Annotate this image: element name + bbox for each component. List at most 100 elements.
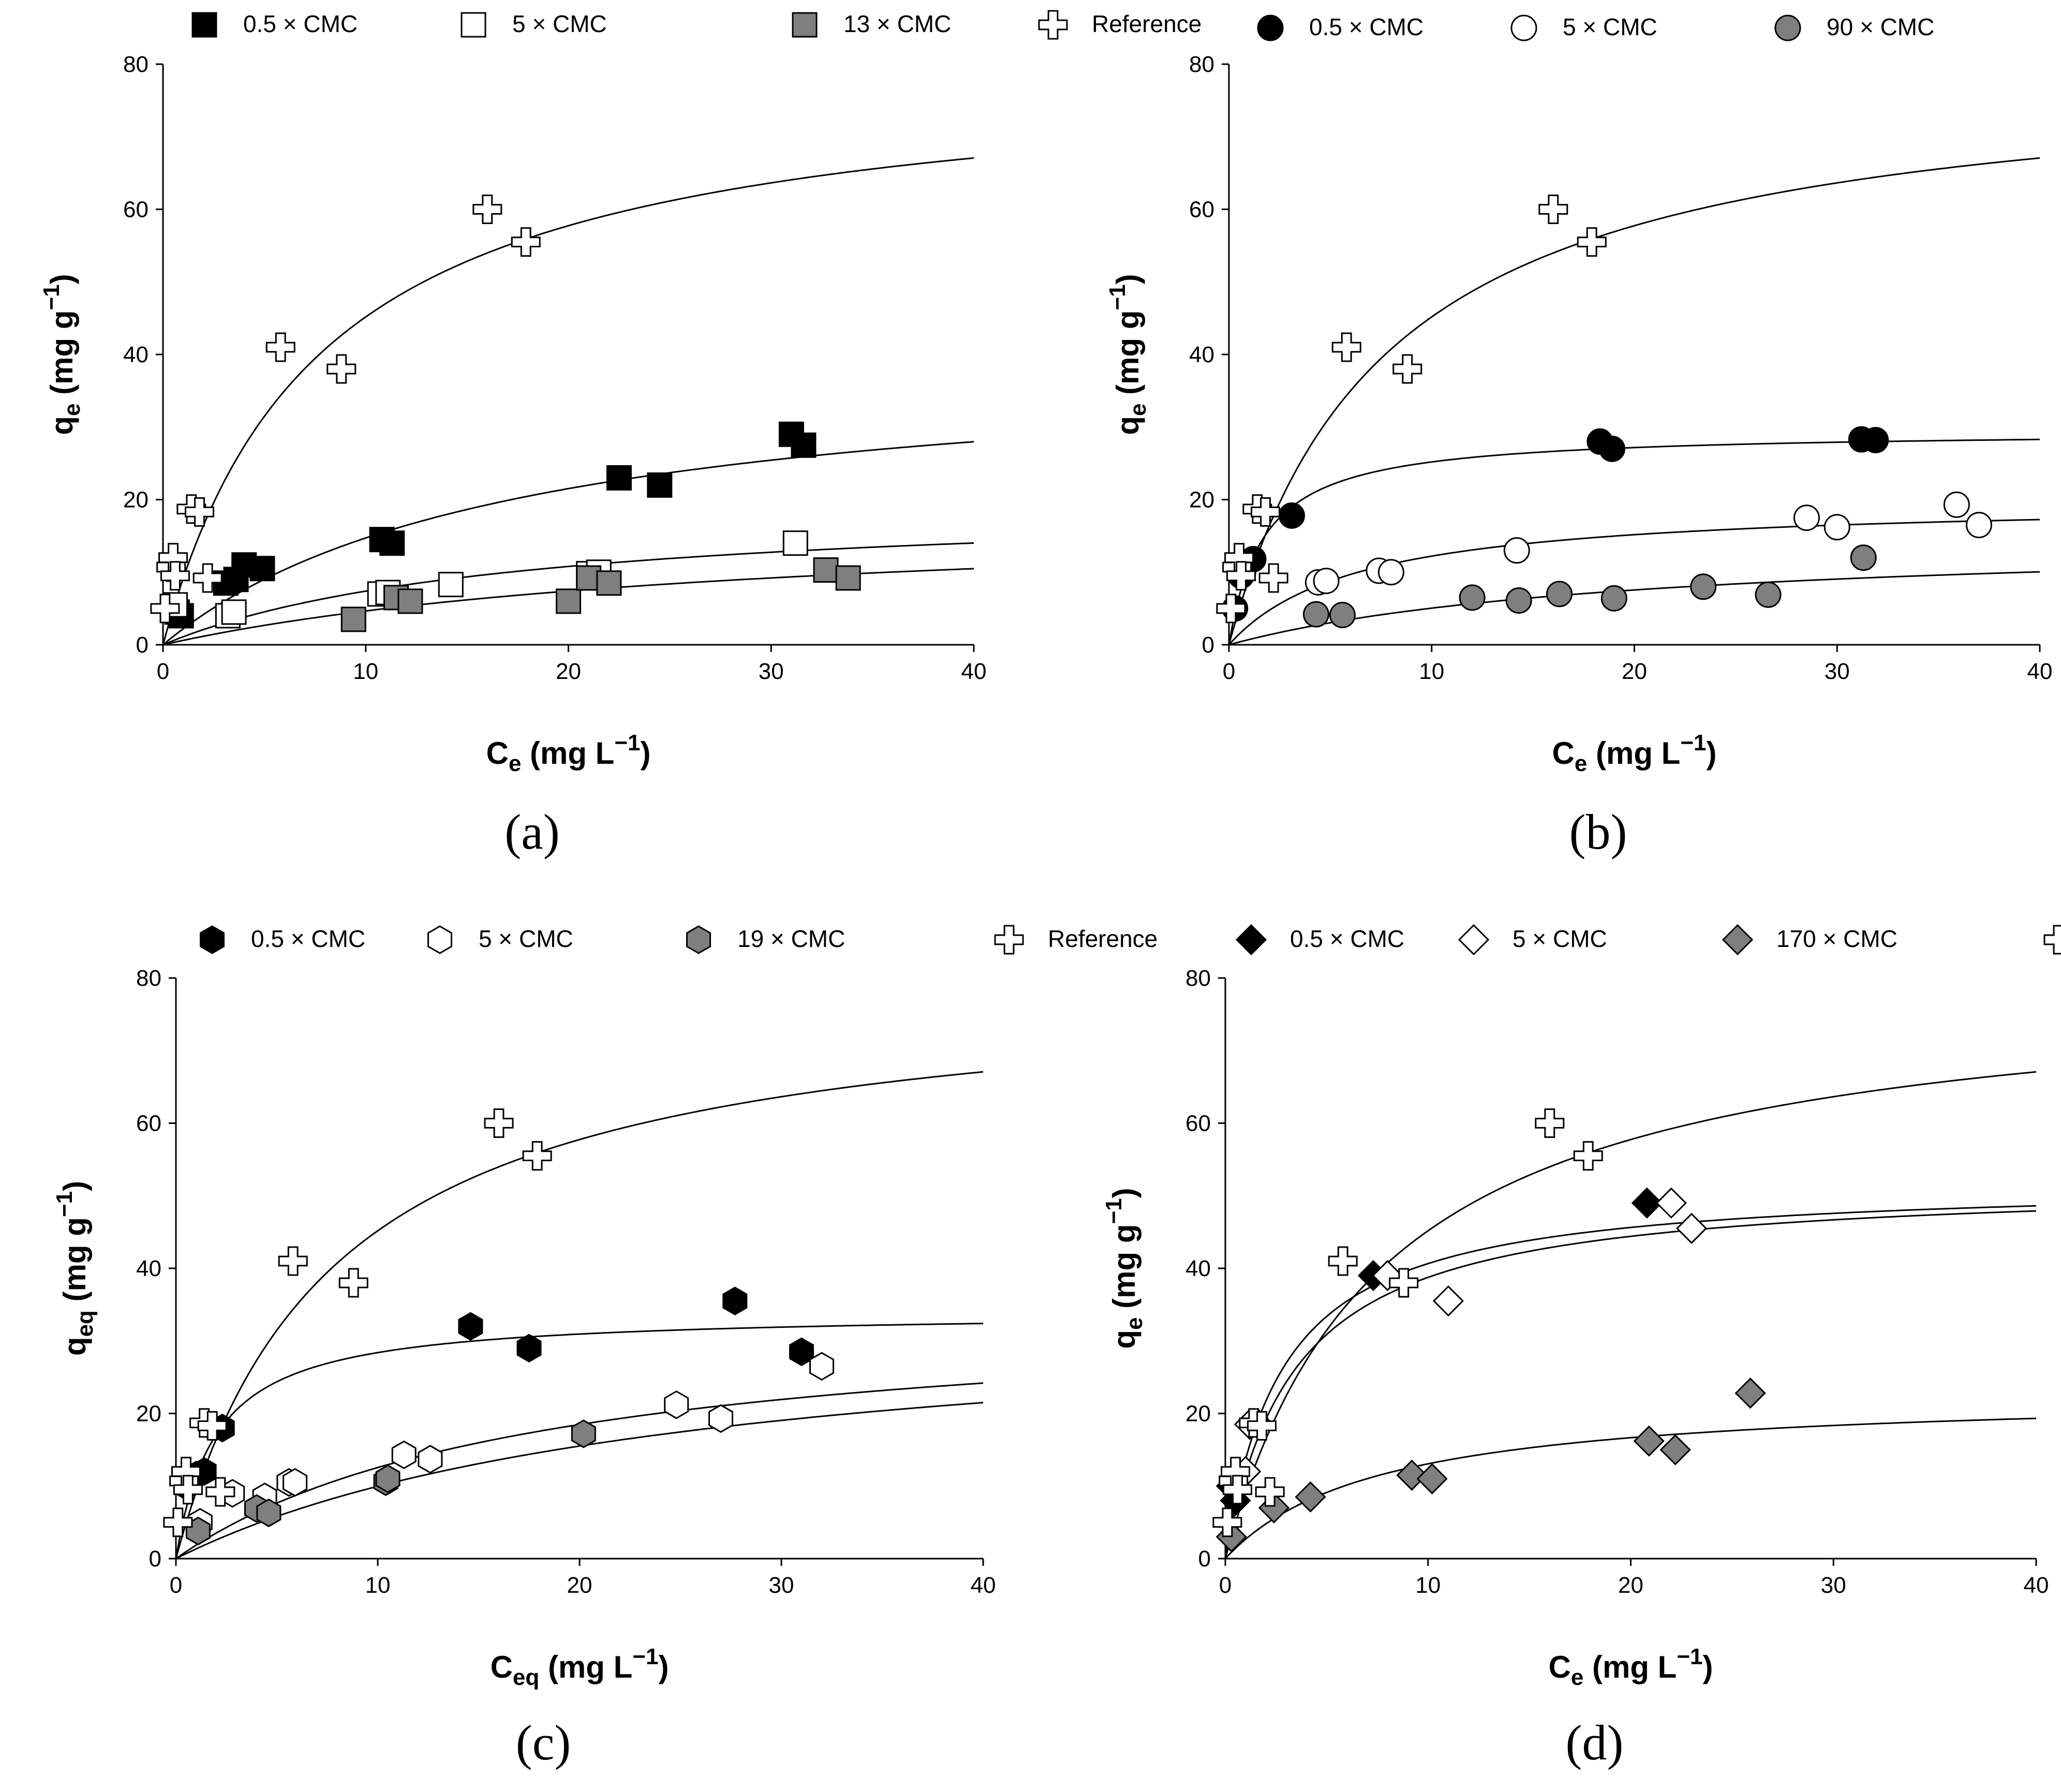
data-point-series-4 xyxy=(1251,497,1281,527)
data-point-series-4 xyxy=(160,561,190,591)
data-point-series-2 xyxy=(418,1445,443,1474)
data-point-series-4 xyxy=(192,563,223,593)
legend-label-2: 5 × CMC xyxy=(1563,13,1657,40)
data-point-series-3 xyxy=(256,1498,281,1528)
data-point-series-3 xyxy=(1633,1425,1665,1457)
x-tick-label: 20 xyxy=(567,1573,592,1598)
data-point-series-3 xyxy=(571,1419,596,1448)
data-point-series-1 xyxy=(458,1312,483,1341)
data-point-series-1 xyxy=(606,465,632,491)
x-tick-label: 20 xyxy=(1618,1573,1643,1598)
data-point-series-1 xyxy=(1631,1187,1663,1219)
data-point-series-3 xyxy=(1690,573,1717,600)
x-tick-label: 0 xyxy=(1219,1573,1232,1598)
x-tick-label: 30 xyxy=(759,659,784,684)
fit-curve-1 xyxy=(1224,1205,2037,1559)
data-point-series-4 xyxy=(472,195,502,224)
chart-panel-a: 0 10 20 30 40 0 20 40 60 80 Ce (mg L−1) qe (mg g−1)… xyxy=(39,10,1202,860)
y-tick-label: 60 xyxy=(1189,197,1214,223)
data-point-series-3 xyxy=(1850,544,1877,571)
legend-label-3: 170 × CMC xyxy=(1776,925,1897,952)
legend-marker-2 xyxy=(1510,14,1537,41)
x-tick-label: 30 xyxy=(769,1573,794,1598)
x-axis-label: Ce (mg L−1) xyxy=(486,730,651,776)
fit-curve-4 xyxy=(1228,157,2040,645)
y-tick-label: 80 xyxy=(1189,52,1214,77)
data-point-series-4 xyxy=(150,594,180,624)
data-point-series-1 xyxy=(516,1334,542,1363)
data-point-series-4 xyxy=(1331,332,1361,362)
data-point-series-4 xyxy=(338,1268,368,1298)
data-point-series-2 xyxy=(1965,512,1992,539)
data-point-series-4 xyxy=(1226,561,1256,591)
fit-curve-4 xyxy=(175,1071,984,1559)
legend-marker-1 xyxy=(1257,14,1284,41)
y-tick-label: 20 xyxy=(136,1401,161,1427)
data-point-series-4 xyxy=(484,1108,514,1138)
data-point-series-2 xyxy=(1313,568,1340,595)
data-point-series-3 xyxy=(340,606,366,632)
data-point-series-2 xyxy=(1503,537,1530,564)
data-point-series-4 xyxy=(1573,1141,1603,1171)
data-point-series-2 xyxy=(1823,514,1850,541)
data-point-series-3 xyxy=(1416,1463,1448,1494)
legend-marker-1 xyxy=(191,12,217,38)
data-point-series-2 xyxy=(283,1468,308,1497)
legend-marker-4 xyxy=(994,925,1024,955)
fit-curve-2 xyxy=(1224,1210,2037,1559)
y-tick-label: 40 xyxy=(1185,1256,1211,1281)
data-point-series-1 xyxy=(1862,426,1889,453)
data-point-series-2 xyxy=(1432,1285,1464,1317)
fit-curve-3 xyxy=(175,1402,984,1560)
x-tick-label: 0 xyxy=(1223,659,1235,684)
fit-curve-3 xyxy=(1228,571,2040,646)
x-tick-label: 40 xyxy=(2024,1573,2049,1598)
data-point-series-4 xyxy=(1392,354,1422,384)
legend-label-1: 0.5 × CMC xyxy=(243,10,358,37)
legend-marker-2 xyxy=(427,925,452,954)
fit-curve-2 xyxy=(162,542,974,646)
legend-label-3: 90 × CMC xyxy=(1827,13,1934,40)
data-point-series-3 xyxy=(1546,581,1573,608)
legend-label-1: 0.5 × CMC xyxy=(1309,13,1424,40)
data-point-series-4 xyxy=(173,1475,203,1505)
legend-marker-2 xyxy=(1458,924,1490,956)
legend-label-4: Reference xyxy=(1092,10,1202,37)
y-axis-label: qe (mg g−1) xyxy=(1105,274,1151,435)
data-point-series-3 xyxy=(813,557,839,583)
data-point-series-4 xyxy=(327,354,357,384)
data-point-series-4 xyxy=(265,332,295,362)
y-tick-label: 0 xyxy=(136,632,149,658)
legend-label-3: 13 × CMC xyxy=(843,10,951,37)
panel-label: (a) xyxy=(505,804,560,860)
data-point-series-3 xyxy=(1295,1481,1326,1513)
fit-curve-1 xyxy=(1228,438,2040,645)
y-tick-label: 40 xyxy=(123,342,149,367)
legend-marker-2 xyxy=(461,12,486,38)
data-point-series-4 xyxy=(205,1477,235,1507)
x-tick-label: 20 xyxy=(556,659,581,684)
data-point-series-3 xyxy=(1505,587,1532,614)
data-point-series-4 xyxy=(185,497,215,527)
data-point-series-1 xyxy=(722,1286,748,1315)
x-tick-label: 40 xyxy=(2027,659,2053,684)
x-tick-label: 10 xyxy=(353,659,378,684)
legend-marker-3 xyxy=(1722,924,1754,956)
data-point-series-4 xyxy=(1247,1411,1277,1441)
y-tick-label: 40 xyxy=(1189,342,1214,367)
legend-marker-3 xyxy=(686,925,711,954)
fit-curve-1 xyxy=(162,441,974,646)
legend-label-1: 0.5 × CMC xyxy=(251,925,365,952)
y-axis-label: qe (mg g−1) xyxy=(1101,1188,1147,1349)
legend-marker-4 xyxy=(1038,10,1068,40)
data-point-series-4 xyxy=(1328,1246,1358,1276)
y-tick-label: 0 xyxy=(149,1546,161,1572)
data-point-series-3 xyxy=(1734,1378,1766,1409)
legend-marker-3 xyxy=(792,12,818,38)
fit-curve-4 xyxy=(162,157,974,645)
x-tick-label: 30 xyxy=(1825,659,1850,684)
data-point-series-1 xyxy=(647,472,673,498)
y-tick-label: 60 xyxy=(136,1111,161,1136)
